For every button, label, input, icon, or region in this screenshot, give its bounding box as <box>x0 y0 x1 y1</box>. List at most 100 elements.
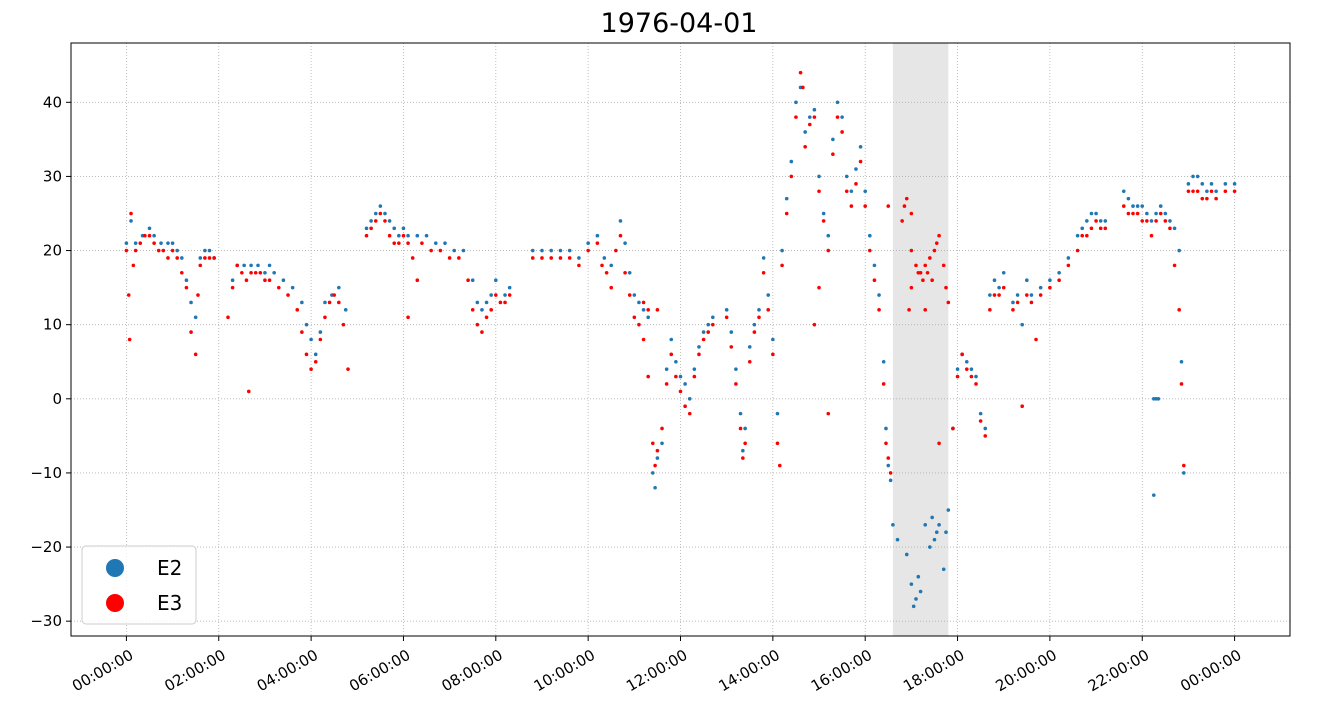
data-point-e2 <box>309 337 313 342</box>
data-point-e3 <box>156 248 161 253</box>
data-point-e3 <box>249 270 253 275</box>
data-point-e3 <box>1131 211 1135 216</box>
data-point-e3 <box>346 367 350 371</box>
data-point-e2 <box>203 248 207 253</box>
data-point-e2 <box>230 278 235 283</box>
data-point-e3 <box>877 308 881 312</box>
data-point-e2 <box>129 219 133 223</box>
x-tick-label: 22:00:00 <box>1085 646 1152 695</box>
data-point-e3 <box>826 411 831 416</box>
data-point-e3 <box>475 322 480 327</box>
data-point-e3 <box>507 293 512 297</box>
data-point-e2 <box>159 241 163 245</box>
x-tick-label: 00:00:00 <box>69 646 136 695</box>
series-e2 <box>124 85 1237 609</box>
data-point-e2 <box>152 233 156 238</box>
data-point-e3 <box>470 308 475 312</box>
data-point-e3 <box>438 248 443 253</box>
series-e3 <box>124 70 1237 475</box>
data-point-e3 <box>937 233 941 238</box>
data-point-e2 <box>738 411 743 416</box>
data-point-e2 <box>1103 219 1108 223</box>
data-point-e2 <box>124 241 129 245</box>
data-point-e3 <box>988 308 992 312</box>
data-point-e3 <box>789 174 794 179</box>
x-tick-label: 16:00:00 <box>808 646 875 695</box>
data-point-e3 <box>627 293 632 297</box>
data-point-e3 <box>203 256 207 260</box>
data-point-e3 <box>1149 233 1154 238</box>
data-point-e2 <box>281 278 286 283</box>
data-point-e3 <box>623 270 627 275</box>
x-tick-label: 14:00:00 <box>716 646 783 695</box>
data-point-e3 <box>738 426 743 431</box>
data-point-e2 <box>1135 204 1140 208</box>
data-point-e3 <box>914 263 918 268</box>
data-point-e3 <box>978 419 983 423</box>
data-point-e2 <box>489 293 493 297</box>
x-tick-label: 00:00:00 <box>1177 646 1244 695</box>
data-point-e2 <box>944 530 948 535</box>
data-point-e2 <box>932 537 937 542</box>
data-point-e3 <box>1080 233 1085 238</box>
data-point-e2 <box>373 211 378 216</box>
data-point-e2 <box>272 270 276 275</box>
data-point-e2 <box>1094 211 1098 216</box>
data-point-e2 <box>304 322 309 327</box>
data-point-e3 <box>711 322 715 327</box>
data-point-e2 <box>632 293 637 297</box>
data-point-e2 <box>1066 256 1071 260</box>
data-point-e2 <box>757 308 761 312</box>
data-point-e2 <box>133 241 138 245</box>
data-point-e3 <box>175 256 180 260</box>
data-point-e3 <box>849 204 854 208</box>
data-point-e2 <box>484 300 489 305</box>
data-point-e3 <box>410 256 415 260</box>
data-point-e2 <box>1098 219 1103 223</box>
data-point-e3 <box>771 352 775 357</box>
data-point-e3 <box>337 300 341 305</box>
data-point-e3 <box>1191 189 1195 194</box>
data-point-e3 <box>687 411 692 416</box>
data-point-e3 <box>734 382 738 386</box>
data-point-e2 <box>687 397 692 401</box>
data-point-e3 <box>313 359 318 364</box>
data-point-e3 <box>724 315 729 320</box>
data-point-e2 <box>831 137 835 142</box>
data-point-e3 <box>198 263 203 268</box>
data-point-e3 <box>812 322 817 327</box>
data-point-e2 <box>1172 226 1177 231</box>
data-point-e2 <box>835 100 840 105</box>
data-point-e2 <box>1177 248 1181 253</box>
legend-marker-e2 <box>106 559 124 577</box>
data-point-e3 <box>863 204 867 208</box>
data-point-e2 <box>678 374 683 379</box>
data-point-e3 <box>189 330 193 334</box>
data-point-e2 <box>1209 182 1214 186</box>
data-point-e3 <box>1168 226 1172 231</box>
data-point-e3 <box>997 293 1001 297</box>
data-point-e2 <box>1232 182 1237 186</box>
data-point-e3 <box>193 352 198 357</box>
data-point-e3 <box>844 189 849 194</box>
chart-title: 1976-04-01 <box>601 8 758 39</box>
data-point-e2 <box>170 241 175 245</box>
data-point-e3 <box>309 367 313 371</box>
data-point-e2 <box>406 233 410 238</box>
data-point-e2 <box>175 248 180 253</box>
data-point-e3 <box>946 300 951 305</box>
data-point-e3 <box>558 256 563 260</box>
data-point-e3 <box>600 263 604 268</box>
data-point-e3 <box>397 241 401 245</box>
data-point-e2 <box>1080 226 1085 231</box>
data-point-e3 <box>429 248 433 253</box>
data-point-e3 <box>503 300 507 305</box>
data-point-e2 <box>937 523 941 527</box>
data-point-e2 <box>761 256 766 260</box>
data-point-e3 <box>801 85 805 90</box>
data-point-e3 <box>1154 219 1158 223</box>
data-point-e3 <box>757 315 761 320</box>
data-point-e3 <box>1223 189 1228 194</box>
data-point-e3 <box>743 441 747 446</box>
